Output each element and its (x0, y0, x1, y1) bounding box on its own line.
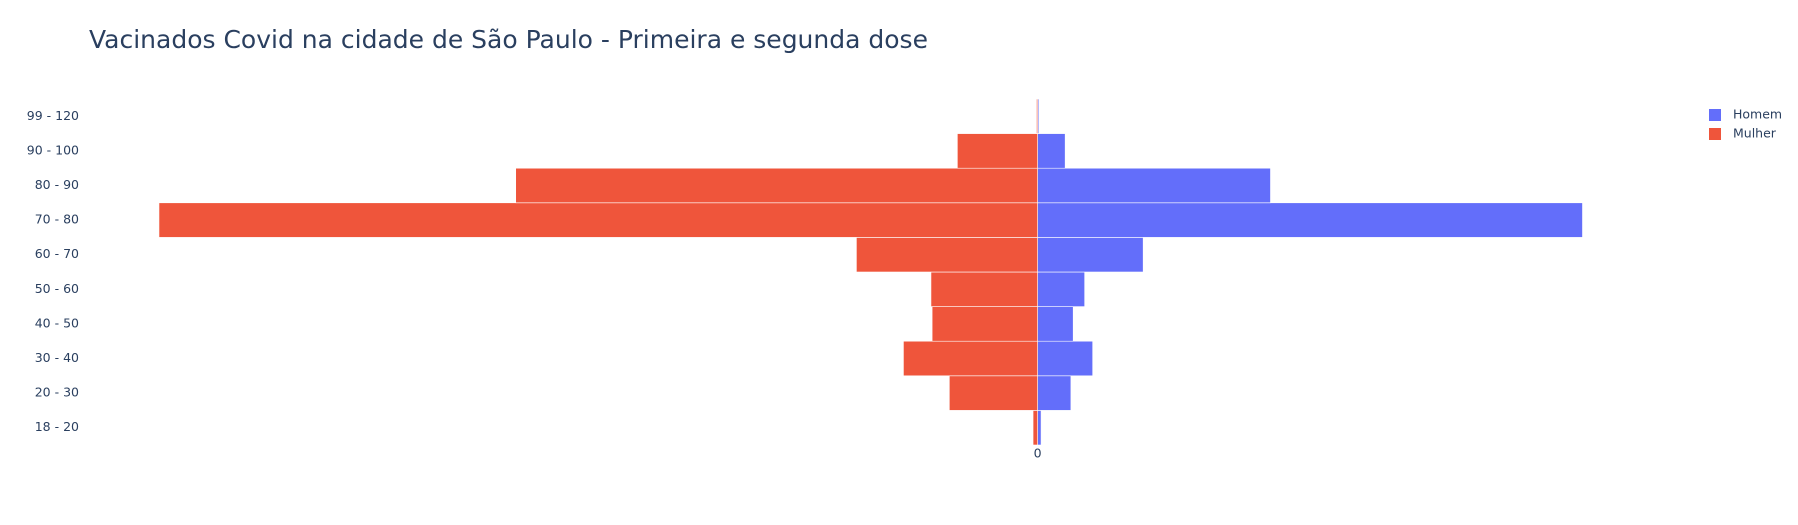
bar (949, 375, 1038, 411)
bar (1037, 306, 1074, 342)
legend-label: Mulher (1733, 126, 1777, 141)
y-tick-label: 99 - 120 (27, 108, 79, 123)
bar (903, 340, 1038, 377)
bar (1037, 133, 1066, 169)
chart-title: Vacinados Covid na cidade de São Paulo -… (89, 25, 928, 54)
y-tick-label: 20 - 30 (35, 385, 79, 400)
bar (1037, 375, 1072, 411)
bar (1037, 237, 1144, 273)
legend-swatch (1709, 128, 1721, 140)
bar (158, 202, 1038, 238)
y-tick-label: 30 - 40 (35, 350, 79, 365)
bar (1037, 271, 1085, 307)
bar (957, 133, 1038, 169)
y-tick-label: 18 - 20 (35, 419, 79, 434)
legend-swatch (1709, 109, 1721, 121)
bar (1037, 167, 1271, 204)
bar (1036, 98, 1038, 134)
bar (856, 237, 1038, 273)
bar (930, 271, 1038, 307)
legend-label: Homem (1733, 107, 1782, 122)
bar (1032, 410, 1038, 446)
y-tick-label: 90 - 100 (27, 142, 79, 157)
y-tick-label: 80 - 90 (35, 177, 79, 192)
bar (515, 167, 1038, 204)
y-tick-label: 60 - 70 (35, 246, 79, 261)
y-tick-label: 50 - 60 (35, 281, 79, 296)
bar (931, 306, 1038, 342)
bar (1037, 202, 1583, 238)
y-tick-label: 70 - 80 (35, 212, 79, 227)
bar (1037, 410, 1042, 446)
x-tick-label: 0 (1034, 446, 1042, 461)
bar (1037, 340, 1093, 377)
y-tick-label: 40 - 50 (35, 315, 79, 330)
